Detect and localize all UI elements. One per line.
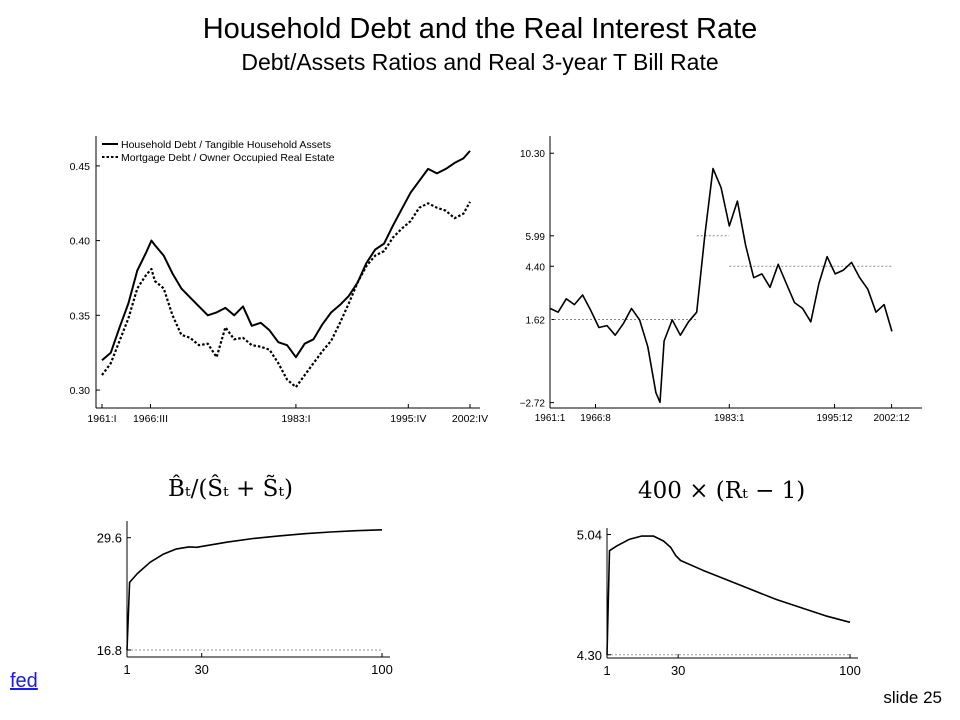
slide-number: slide 25 <box>883 688 942 707</box>
x-tick-label: 100 <box>839 663 861 678</box>
y-tick-label: 29.6 <box>97 531 122 546</box>
y-tick-label: 5.04 <box>577 528 602 543</box>
x-tick-label: 1966:8 <box>580 413 611 424</box>
model-debt-formula: B̂ₜ/(Ŝₜ + S̃ₜ) <box>168 476 294 502</box>
real-rate-line <box>549 167 893 404</box>
x-tick-label: 1961:1 <box>535 413 566 424</box>
mortgage-debt-line <box>101 201 471 389</box>
x-tick-label: 1 <box>603 663 610 678</box>
y-tick-label: 0.40 <box>70 236 91 248</box>
y-tick-label: 16.8 <box>97 643 122 658</box>
x-tick-label: 1961:I <box>87 413 116 425</box>
y-tick-label: 0.45 <box>70 161 91 173</box>
slide-subtitle: Debt/Assets Ratios and Real 3-year T Bil… <box>241 49 719 75</box>
model-debt-line <box>126 529 383 651</box>
x-tick-label: 2002:IV <box>452 413 488 425</box>
legend-label: Mortgage Debt / Owner Occupied Real Esta… <box>121 152 335 164</box>
x-tick-label: 100 <box>371 662 393 677</box>
household-debt-line <box>101 150 471 361</box>
x-tick-label: 1983:1 <box>714 413 745 424</box>
model-debt-chart: 16.8 29.6 1 30 100 <box>97 521 393 677</box>
x-tick-label: 30 <box>194 662 208 677</box>
legend-label: Household Debt / Tangible Household Asse… <box>121 139 331 151</box>
y-tick-label: 1.62 <box>526 316 546 327</box>
x-tick-label: 30 <box>671 663 685 678</box>
model-rate-chart: 4.30 5.04 1 30 100 <box>577 528 861 679</box>
x-tick-label: 1995:12 <box>816 413 853 424</box>
y-tick-label: 10.30 <box>520 149 545 160</box>
model-rate-formula: 400 × (Rₜ − 1) <box>638 478 806 504</box>
y-tick-label: 0.30 <box>70 385 91 397</box>
y-tick-label: −2.72 <box>520 399 546 410</box>
x-tick-label: 1995:IV <box>390 413 426 425</box>
fed-link[interactable]: fed <box>10 670 38 692</box>
x-tick-label: 1 <box>123 662 130 677</box>
x-tick-label: 2002:12 <box>874 413 911 424</box>
debt-ratio-chart: 0.30 0.35 0.40 0.45 1961:I 1966:III 1983:I 1995… <box>70 136 488 425</box>
x-tick-label: 1983:I <box>281 413 310 425</box>
model-rate-line <box>606 535 851 655</box>
y-tick-label: 0.35 <box>70 310 91 322</box>
y-tick-label: 4.40 <box>526 262 546 273</box>
real-rate-chart: −2.72 1.62 4.40 5.99 10.30 1961:1 1966:8 1983:1… <box>520 136 922 424</box>
y-tick-label: 5.99 <box>526 232 546 243</box>
x-tick-label: 1966:III <box>133 413 168 425</box>
y-tick-label: 4.30 <box>577 648 602 663</box>
slide-title: Household Debt and the Real Interest Rat… <box>202 13 758 45</box>
